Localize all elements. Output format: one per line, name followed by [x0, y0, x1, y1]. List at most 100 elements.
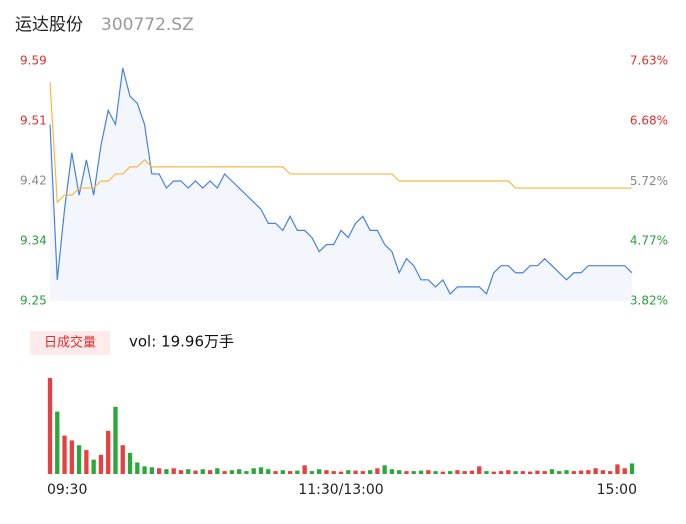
volume-bar	[404, 471, 409, 474]
volume-bar	[98, 454, 104, 474]
y-tick-label: 9.25	[20, 294, 47, 308]
volume-bar	[462, 471, 467, 474]
price-area	[50, 68, 632, 301]
volume-bar	[127, 452, 133, 474]
volume-bar	[120, 445, 125, 474]
volume-bar	[447, 471, 453, 474]
y-tick-label: 9.42	[20, 174, 47, 188]
volume-bar	[324, 470, 329, 474]
volume-bar	[149, 467, 155, 474]
volume-bar	[527, 471, 533, 474]
volume-bar	[557, 471, 562, 474]
volume-bar	[251, 468, 256, 474]
volume-bar	[186, 469, 191, 474]
volume-bar	[600, 470, 606, 474]
volume-bar	[178, 470, 184, 474]
volume-bar	[229, 470, 235, 474]
volume-bar	[397, 470, 402, 474]
volume-bar	[156, 468, 162, 474]
volume-bar	[346, 470, 351, 474]
volume-bar	[106, 430, 111, 474]
stock-name: 运达股份	[15, 15, 83, 35]
y2-tick-label: 6.68%	[630, 113, 668, 127]
y-tick-label: 9.59	[20, 54, 47, 68]
volume-label-bg	[30, 331, 110, 355]
volume-bar	[273, 471, 278, 474]
volume-bar	[564, 470, 569, 474]
volume-bar	[215, 468, 220, 474]
x-tick-label: 15:00	[597, 482, 637, 498]
volume-bar	[433, 471, 438, 474]
volume-bar	[258, 467, 264, 474]
volume-bar	[426, 470, 431, 474]
volume-bar	[360, 471, 365, 474]
volume-bar	[317, 469, 322, 474]
volume-bar	[266, 469, 271, 474]
volume-bar	[586, 470, 591, 474]
volume-bar	[200, 469, 205, 474]
volume-bar	[389, 469, 395, 474]
volume-total: vol: 19.96万手	[129, 333, 234, 351]
y-tick-label: 9.51	[20, 114, 47, 128]
volume-bar	[171, 468, 176, 474]
y2-tick-label: 4.77%	[630, 234, 668, 248]
volume-bar	[309, 471, 315, 474]
volume-bar	[513, 471, 518, 474]
volume-bar	[367, 470, 373, 474]
volume-bar	[520, 471, 526, 474]
volume-bar	[535, 470, 540, 474]
volume-bar	[506, 470, 511, 474]
volume-bar	[440, 471, 446, 474]
volume-bar	[375, 468, 380, 474]
volume-bar	[287, 471, 293, 474]
volume-bar	[455, 470, 460, 474]
volume-label: 日成交量	[44, 335, 96, 351]
volume-bar	[84, 450, 89, 474]
volume-bar	[498, 471, 504, 474]
volume-bar	[142, 466, 147, 474]
x-tick-label: 09:30	[47, 482, 87, 498]
volume-bar	[549, 469, 555, 474]
volume-bar	[91, 459, 96, 474]
volume-bar	[542, 471, 547, 474]
volume-bar	[469, 470, 475, 474]
volume-bar	[353, 470, 358, 474]
volume-bar	[244, 471, 249, 474]
x-tick-label: 11:30/13:00	[298, 482, 383, 498]
volume-bar	[55, 411, 60, 474]
volume-bar	[295, 470, 300, 474]
volume-bar	[629, 463, 635, 474]
volume-bar	[302, 465, 307, 474]
volume-bar	[222, 471, 227, 474]
volume-bar	[113, 406, 118, 474]
volume-bar	[484, 471, 489, 474]
volume-bar	[338, 471, 344, 474]
volume-bar	[280, 470, 285, 474]
volume-bar	[622, 468, 627, 474]
y2-tick-label: 3.82%	[630, 294, 668, 308]
volume-bar	[76, 445, 82, 474]
volume-bar	[608, 471, 613, 474]
series-line	[49, 67, 633, 296]
volume-bar	[62, 435, 67, 474]
stock-code: 300772.SZ	[101, 15, 194, 35]
volume-bar	[593, 468, 598, 474]
volume-bar	[477, 466, 482, 474]
volume-bar	[47, 378, 53, 474]
y-tick-label: 9.34	[20, 234, 47, 248]
volume-bar	[69, 440, 74, 474]
volume-bar	[418, 470, 424, 474]
volume-bar	[164, 469, 169, 474]
volume-bar	[193, 470, 198, 474]
volume-bar	[382, 465, 387, 474]
volume-bar	[236, 469, 242, 474]
volume-bar	[331, 471, 336, 474]
volume-bar	[491, 471, 496, 474]
volume-bar	[578, 470, 584, 474]
volume-bar	[135, 462, 140, 474]
volume-bar	[207, 470, 213, 474]
volume-bar	[411, 471, 416, 474]
volume-bar	[615, 464, 620, 474]
series-line	[49, 82, 632, 204]
